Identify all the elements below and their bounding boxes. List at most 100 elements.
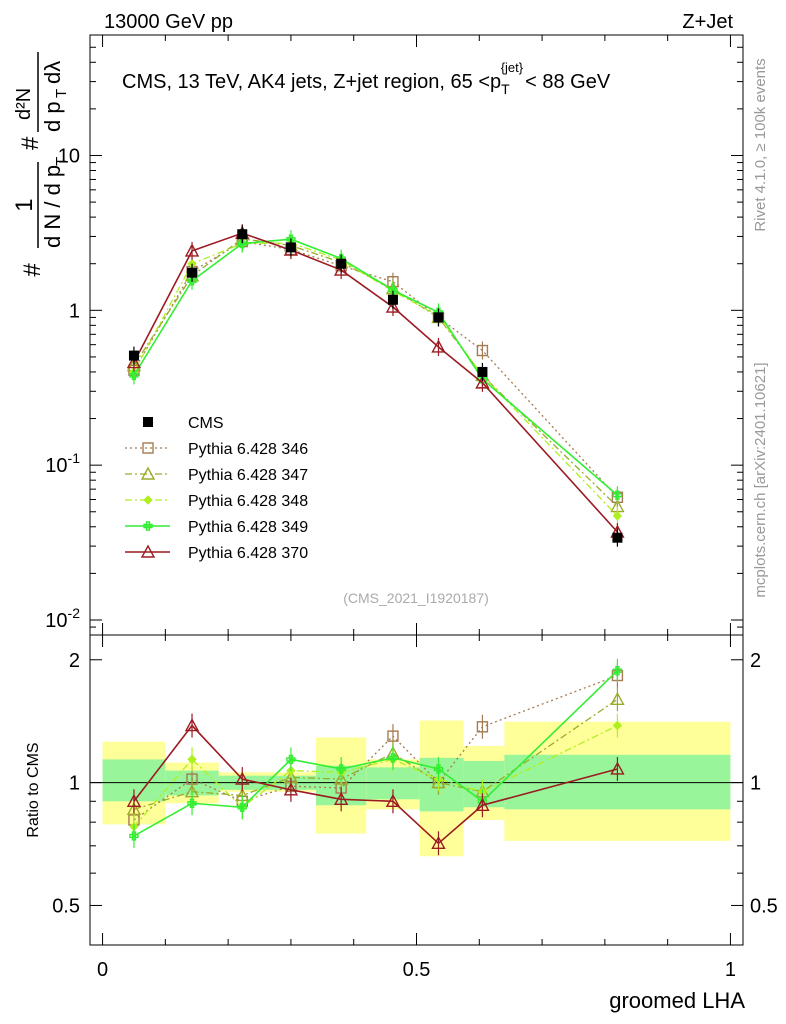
data-point (388, 285, 398, 295)
ratio-point (610, 691, 625, 706)
legend-item: Pythia 6.428 348 (125, 493, 308, 510)
legend-label: CMS (188, 415, 224, 432)
main-y-tick-label: 1 (69, 300, 80, 322)
ratio-point (235, 771, 250, 785)
ratio-series-pythia-6-428-349 (129, 658, 623, 848)
legend-label: Pythia 6.428 370 (188, 545, 308, 562)
legend-label: Pythia 6.428 348 (188, 493, 308, 510)
data-point (128, 350, 139, 361)
ratio-y-tick-label-right: 2 (750, 650, 761, 672)
main-y-tick-label: 10-2 (45, 605, 80, 632)
ratio-panel: 0.5 0.5 1 1 2 2 0 0.5 1 Ratio to CMS groomed LH… (25, 634, 778, 1013)
legend-marker (143, 495, 153, 505)
legend-marker (143, 417, 153, 427)
legend-item: Pythia 6.428 346 (125, 441, 308, 458)
ratio-point (129, 831, 139, 841)
data-point (431, 339, 446, 353)
data-point (475, 375, 490, 389)
main-y-tick-labels: 10-2 10-1 1 10 (45, 145, 80, 632)
data-point (333, 262, 349, 276)
x-tick-label: 1 (725, 959, 736, 981)
ratio-point (126, 793, 142, 807)
legend-item: CMS (143, 415, 224, 432)
ratio-bands (102, 720, 731, 857)
ratio-y-tick-labels: 0.5 0.5 1 1 2 2 (52, 650, 778, 918)
ratio-point (283, 782, 299, 796)
ratio-y-tick-label-left: 1 (69, 773, 80, 795)
data-point (126, 355, 142, 369)
data-point (285, 242, 296, 253)
ratio-series-layer (126, 658, 625, 856)
ylabel-sub-t1: T (53, 157, 70, 166)
ratio-point (388, 753, 398, 763)
ratio-point (612, 666, 623, 676)
ratio-point (237, 802, 247, 812)
data-point (387, 294, 398, 305)
analysis-id: (CMS_2021_I1920187) (343, 590, 489, 606)
data-point (187, 267, 198, 278)
x-tick-label: 0.5 (403, 959, 431, 981)
ylabel-dn: d N / d p (40, 165, 65, 248)
ylabel-dpt: d p (40, 101, 65, 132)
data-point (612, 490, 623, 500)
data-point (612, 532, 623, 543)
legend-item: Pythia 6.428 370 (125, 544, 308, 562)
main-y-axis-label: # 1 d N / d p T # d²N d p T dλ (11, 52, 70, 277)
ratio-point (431, 835, 446, 850)
ratio-point (610, 761, 625, 775)
ratio-y-tick-label-left: 2 (69, 650, 80, 672)
main-panel: 10-2 10-1 1 10 CMS, 13 TeV, AK4 jets, Z+jet… (45, 34, 744, 945)
data-point (433, 312, 444, 323)
main-y-tick-label: 10 (58, 145, 80, 167)
data-point (477, 366, 488, 377)
x-tick-labels: 0 0.5 1 (97, 959, 736, 981)
ratio-frame (89, 634, 744, 946)
legend-marker (140, 466, 156, 480)
ylabel-dlambda: dλ (40, 61, 65, 84)
rivet-version-label: Rivet 4.1.0, ≥ 100k events (752, 58, 769, 231)
ratio-point (187, 754, 197, 765)
ratio-point (286, 754, 296, 765)
ratio-point (333, 791, 349, 806)
data-point (476, 344, 489, 357)
ratio-point (336, 764, 346, 774)
chart-title: CMS, 13 TeV, AK4 jets, Z+jet region, 65 … (122, 60, 611, 97)
ratio-axis-ticks (90, 659, 743, 946)
data-point (336, 258, 347, 269)
series-line (133, 232, 619, 533)
ylabel-sub-t2: T (53, 89, 70, 98)
main-y-tick-label: 10-1 (45, 450, 80, 477)
ylabel-one: 1 (11, 198, 38, 211)
data-point (612, 511, 623, 521)
ratio-y-axis-label: Ratio to CMS (25, 742, 42, 837)
ratio-point (612, 720, 623, 731)
ratio-point (385, 793, 401, 807)
ratio-point (476, 721, 489, 733)
beam-label: 13000 GeV pp (104, 11, 233, 33)
legend-marker (142, 442, 154, 454)
ratio-point (475, 797, 490, 811)
legend-marker (143, 521, 153, 531)
ratio-series-pythia-6-428-370 (126, 713, 625, 856)
ratio-point (187, 798, 197, 808)
ratio-y-tick-label-right: 0.5 (750, 895, 778, 917)
ratio-point (184, 718, 200, 732)
series-cms (128, 225, 623, 547)
data-point (237, 229, 248, 240)
process-label: Z+Jet (682, 11, 733, 33)
legend-item: Pythia 6.428 347 (125, 466, 308, 484)
data-point (385, 299, 401, 313)
ratio-point (126, 801, 142, 816)
legend-item: Pythia 6.428 349 (125, 519, 308, 536)
x-axis-label: groomed LHA (609, 988, 745, 1013)
main-axis-ticks (90, 34, 743, 945)
legend: CMS Pythia 6.428 346 Pythia 6.428 347 Pythi… (125, 415, 308, 562)
legend-label: Pythia 6.428 346 (188, 441, 308, 458)
series-pythia-6-428-349 (129, 230, 623, 505)
ratio-y-tick-label-right: 1 (750, 773, 761, 795)
main-series-layer (126, 224, 625, 547)
ratio-line (133, 724, 618, 828)
ylabel-hash-2: # (17, 136, 44, 150)
legend-marker (140, 544, 156, 558)
